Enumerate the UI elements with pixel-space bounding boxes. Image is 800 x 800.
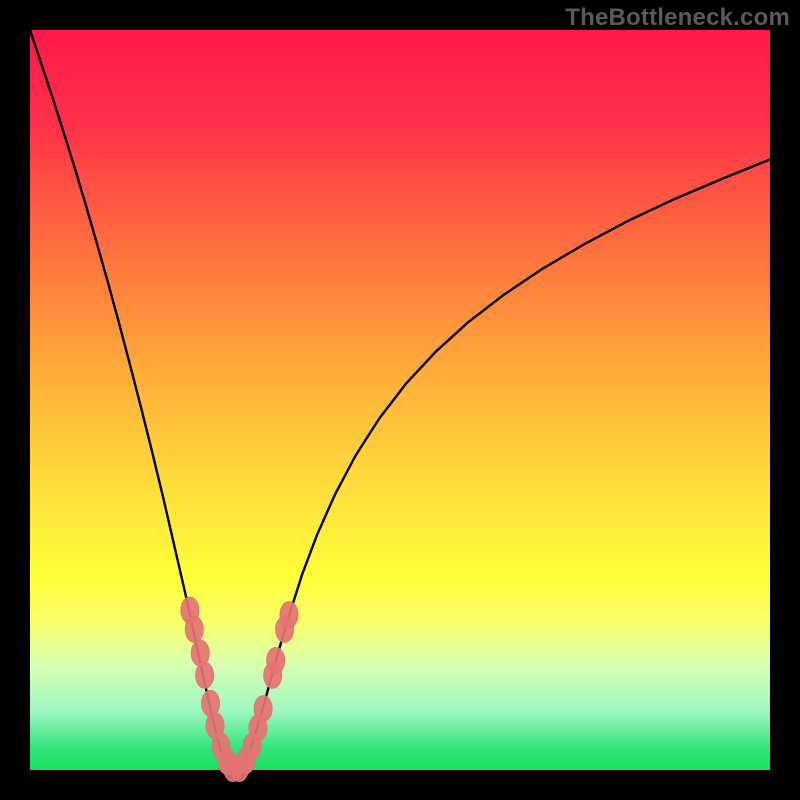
- chart-stage: TheBottleneck.com: [0, 0, 800, 800]
- data-marker: [254, 696, 272, 722]
- data-marker: [280, 602, 298, 628]
- plot-background: [30, 30, 770, 770]
- data-marker: [196, 662, 214, 688]
- data-marker: [267, 647, 285, 673]
- data-marker: [185, 616, 203, 642]
- bottleneck-chart-svg: [0, 0, 800, 800]
